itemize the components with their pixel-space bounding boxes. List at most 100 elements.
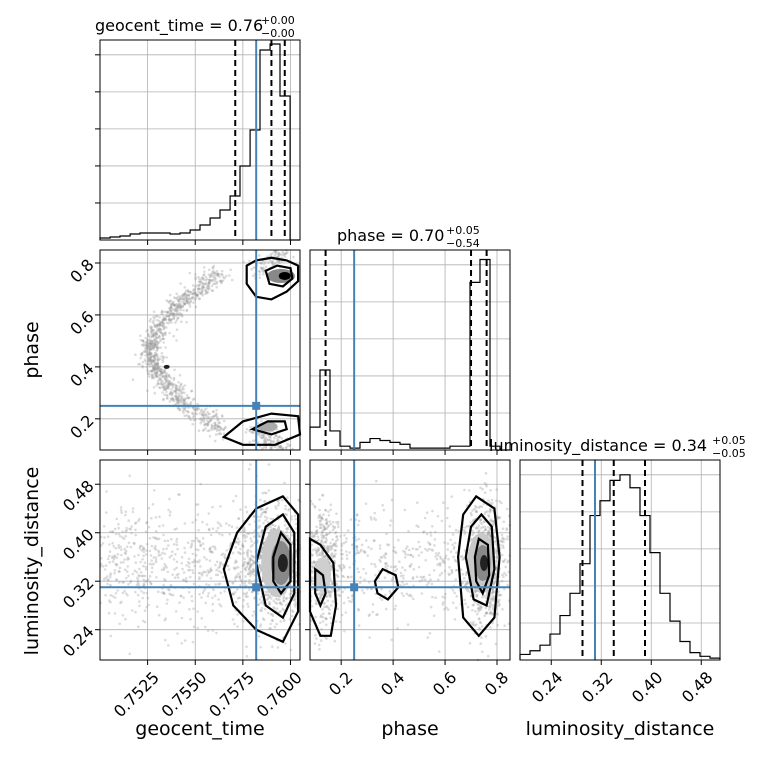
sample-point (468, 590, 471, 594)
sample-point (204, 292, 207, 296)
sample-point (275, 260, 279, 263)
sample-point (470, 513, 473, 517)
sample-point (168, 307, 171, 310)
sample-point (244, 579, 247, 583)
sample-point (177, 394, 180, 398)
sample-point (155, 384, 158, 387)
sample-point (245, 591, 249, 595)
sample-point (345, 550, 348, 553)
sample-point (180, 312, 183, 316)
sample-point (164, 564, 168, 568)
sample-point (273, 253, 277, 257)
sample-point (169, 312, 173, 315)
sample-point (211, 551, 214, 554)
sample-point (174, 384, 178, 388)
sample-point (183, 399, 186, 403)
sample-point (220, 279, 223, 283)
sample-point (332, 526, 336, 530)
sample-point (175, 302, 178, 306)
sample-point (370, 518, 373, 521)
sample-point (448, 525, 452, 528)
sample-point (163, 388, 166, 392)
sample-point (156, 355, 160, 359)
sample-point (159, 330, 162, 334)
sample-point (343, 565, 346, 568)
sample-point (168, 497, 171, 501)
sample-point (171, 593, 175, 597)
sample-point (174, 395, 177, 398)
sample-point (257, 431, 261, 435)
sample-point (443, 560, 446, 563)
sample-point (414, 548, 418, 551)
sample-point (158, 323, 162, 327)
sample-point (284, 642, 287, 645)
sample-point (144, 340, 148, 344)
sample-point (325, 617, 328, 620)
sample-point (440, 571, 444, 575)
sample-point (259, 435, 262, 438)
sample-point (278, 261, 281, 265)
sample-point (170, 302, 173, 306)
sample-point (127, 541, 131, 545)
sample-point (238, 540, 241, 543)
sample-point (196, 290, 200, 293)
sample-point (194, 297, 198, 300)
sample-point (247, 581, 251, 585)
sample-point (324, 509, 328, 512)
sample-point (157, 334, 161, 338)
sample-point (202, 273, 206, 276)
sample-point (176, 317, 180, 320)
sample-point (100, 535, 103, 539)
sample-point (145, 549, 148, 552)
sample-point (183, 639, 187, 642)
sample-point (182, 292, 185, 296)
sample-point (138, 567, 141, 571)
sample-point (330, 567, 333, 570)
sample-point (422, 575, 426, 579)
sample-point (167, 384, 170, 387)
sample-point (485, 483, 488, 486)
sample-point (223, 555, 226, 559)
sample-point (452, 545, 456, 549)
sample-point (184, 289, 188, 293)
sample-point (293, 514, 297, 517)
sample-point (274, 250, 278, 254)
sample-point (141, 558, 144, 561)
sample-point (163, 381, 166, 385)
sample-point (253, 515, 256, 518)
sample-point (381, 504, 385, 507)
sample-point (160, 312, 164, 316)
sample-point (388, 524, 392, 527)
sample-point (162, 375, 166, 378)
sample-point (162, 326, 165, 329)
sample-point (157, 359, 160, 362)
sample-point (426, 549, 429, 552)
sample-point (249, 556, 252, 560)
sample-point (280, 498, 284, 502)
sample-point (211, 629, 215, 632)
sample-point (181, 567, 184, 571)
sample-point (316, 549, 320, 552)
sample-point (249, 581, 253, 585)
sample-point (315, 637, 318, 640)
sample-point (378, 544, 382, 547)
sample-point (251, 567, 255, 571)
sample-point (342, 541, 346, 545)
sample-point (436, 514, 440, 518)
sample-point (202, 278, 206, 281)
sample-point (257, 565, 261, 568)
sample-point (153, 343, 157, 347)
sample-point (183, 551, 187, 554)
sample-point (109, 634, 113, 638)
sample-point (207, 571, 210, 574)
sample-point (168, 312, 172, 316)
sample-point (155, 336, 159, 340)
sample-point (151, 355, 155, 358)
sample-point (202, 418, 206, 421)
sample-point (139, 334, 142, 338)
sample-point (154, 352, 158, 355)
sample-point (167, 314, 171, 318)
sample-point (357, 537, 361, 541)
sample-point (113, 527, 117, 531)
sample-point (155, 367, 159, 371)
